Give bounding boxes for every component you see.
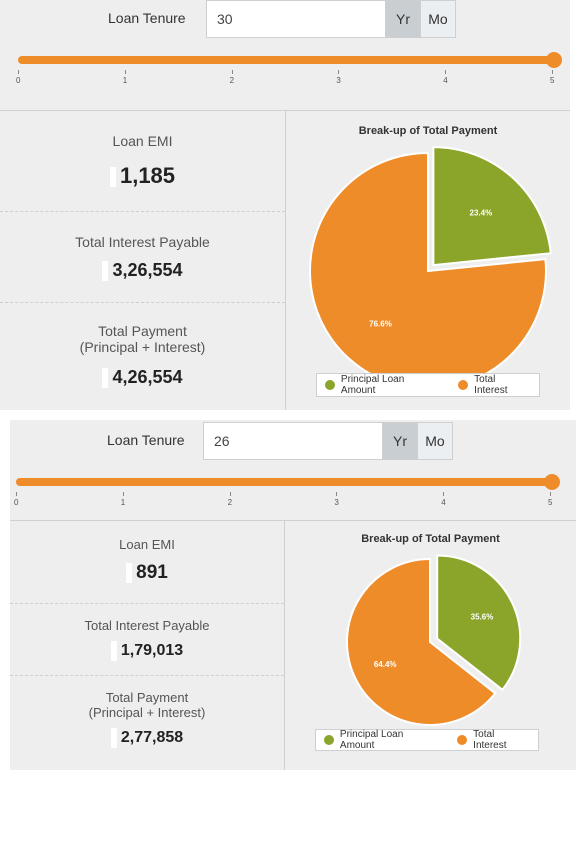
slider-handle[interactable]: [544, 474, 560, 490]
scale-tick-mark: [18, 70, 19, 74]
emi-stat: Loan EMI 1,185: [0, 111, 285, 211]
scale-tick-label: 2: [229, 76, 235, 85]
payment-label-line1: Total Payment: [105, 690, 189, 705]
payment-label-line1: Total Payment: [98, 323, 187, 339]
legend-principal-marker: [324, 735, 334, 745]
slider-handle[interactable]: [546, 52, 562, 68]
emi-value: 891: [10, 562, 284, 584]
emi-calculator-panel: Loan Tenure Yr Mo 0 1 2 3 4 5 Loan EMI 891 To…: [10, 420, 576, 770]
unit-yr-button[interactable]: Yr: [382, 422, 418, 460]
legend-interest-marker: [457, 735, 468, 745]
tenure-label: Loan Tenure: [107, 432, 185, 448]
unit-yr-button[interactable]: Yr: [385, 0, 421, 38]
scale-tick-label: 5: [550, 76, 555, 85]
emi-label: Loan EMI: [112, 133, 173, 149]
pie-slice-interest[interactable]: [309, 151, 547, 390]
emi-stat: Loan EMI 891: [10, 521, 284, 603]
tenure-row: Loan Tenure Yr Mo: [0, 0, 570, 40]
slider-scale: 0 1 2 3 4 5: [14, 492, 553, 512]
results-summary: Loan EMI 891 Total Interest Payable 1,79…: [10, 521, 285, 770]
emi-calculator-panel: Loan Tenure Yr Mo 0 1 2 3 4 5 Loan EMI 1,185 …: [0, 0, 570, 410]
chart-legend: Principal Loan Amount Total Interest: [315, 729, 539, 751]
results-area: Loan EMI 891 Total Interest Payable 1,79…: [10, 520, 576, 770]
pie-slice-interest-label: 64.4%: [374, 660, 397, 669]
scale-tick-label: 3: [334, 498, 339, 507]
slider-track: [18, 56, 552, 64]
payment-value: 4,26,554: [0, 367, 285, 389]
scale-tick-label: 0: [14, 498, 19, 507]
chart-title: Break-up of Total Payment: [358, 125, 498, 137]
scale-tick-mark: [229, 492, 231, 496]
pie-slice-principal[interactable]: [432, 146, 552, 267]
unit-mo-button[interactable]: Mo: [420, 0, 456, 38]
scale-tick-mark: [124, 70, 126, 74]
tenure-row: Loan Tenure Yr Mo: [10, 420, 576, 460]
interest-label: Total Interest Payable: [75, 234, 210, 250]
payment-breakup-chart: Break-up of Total Payment 23.4% 76.6% Pri…: [286, 111, 570, 410]
legend-principal[interactable]: Principal Loan Amount: [325, 374, 440, 396]
payment-stat: Total Payment (Principal + Interest) 4,2…: [0, 302, 285, 410]
legend-principal-marker: [325, 380, 335, 390]
interest-stat: Total Interest Payable 3,26,554: [0, 211, 285, 303]
results-area: Loan EMI 1,185 Total Interest Payable 3,…: [0, 110, 570, 410]
slider-scale: 0 1 2 3 4 5: [16, 70, 555, 90]
tenure-input[interactable]: [206, 0, 386, 38]
pie-slice-principal-label: 35.6%: [471, 613, 494, 622]
payment-label-line2: (Principal + Interest): [79, 339, 206, 355]
scale-tick-mark: [16, 492, 17, 496]
interest-value: 3,26,554: [0, 260, 285, 282]
scale-tick-label: 1: [122, 76, 128, 85]
scale-tick-label: 2: [227, 498, 233, 507]
scale-tick-mark: [231, 70, 233, 74]
scale-tick-label: 1: [120, 498, 126, 507]
scale-tick-mark: [445, 70, 447, 74]
slider-track: [16, 478, 550, 486]
legend-principal[interactable]: Principal Loan Amount: [324, 729, 439, 751]
scale-tick-label: 4: [441, 498, 446, 507]
pie-slice-principal[interactable]: [436, 554, 522, 692]
legend-interest-marker: [458, 380, 469, 390]
scale-tick-label: 3: [336, 76, 341, 85]
scale-tick-label: 5: [548, 498, 553, 507]
scale-tick-mark: [336, 492, 338, 496]
pie-slice-interest-label: 76.6%: [369, 320, 392, 329]
interest-value: 1,79,013: [10, 641, 284, 661]
chart-legend: Principal Loan Amount Total Interest: [316, 373, 540, 397]
chart-title: Break-up of Total Payment: [361, 533, 500, 545]
tenure-label: Loan Tenure: [108, 10, 186, 26]
scale-tick-label: 0: [16, 76, 21, 85]
payment-breakup-chart: Break-up of Total Payment 35.6% 64.4% Pri…: [285, 521, 576, 770]
emi-label: Loan EMI: [119, 537, 175, 552]
unit-mo-button[interactable]: Mo: [417, 422, 453, 460]
emi-value: 1,185: [0, 163, 285, 189]
scale-tick-mark: [552, 70, 553, 74]
legend-interest[interactable]: Total Interest: [457, 729, 530, 751]
results-summary: Loan EMI 1,185 Total Interest Payable 3,…: [0, 111, 286, 410]
interest-label: Total Interest Payable: [84, 618, 210, 633]
legend-interest[interactable]: Total Interest: [458, 374, 531, 396]
tenure-input[interactable]: [203, 422, 383, 460]
pie-slice-interest[interactable]: [346, 557, 497, 726]
payment-stat: Total Payment (Principal + Interest) 2,7…: [10, 675, 284, 770]
interest-stat: Total Interest Payable 1,79,013: [10, 603, 284, 676]
pie-chart: 35.6% 64.4%: [346, 554, 522, 726]
pie-slice-principal-label: 23.4%: [470, 209, 493, 218]
scale-tick-mark: [338, 70, 340, 74]
payment-value: 2,77,858: [10, 728, 284, 748]
scale-tick-mark: [122, 492, 124, 496]
payment-label-line2: (Principal + Interest): [88, 705, 206, 720]
scale-tick-label: 4: [443, 76, 448, 85]
scale-tick-mark: [550, 492, 551, 496]
pie-chart: 23.4% 76.6%: [309, 146, 552, 390]
tenure-slider[interactable]: [18, 52, 562, 74]
scale-tick-mark: [443, 492, 445, 496]
tenure-slider[interactable]: [16, 474, 560, 496]
